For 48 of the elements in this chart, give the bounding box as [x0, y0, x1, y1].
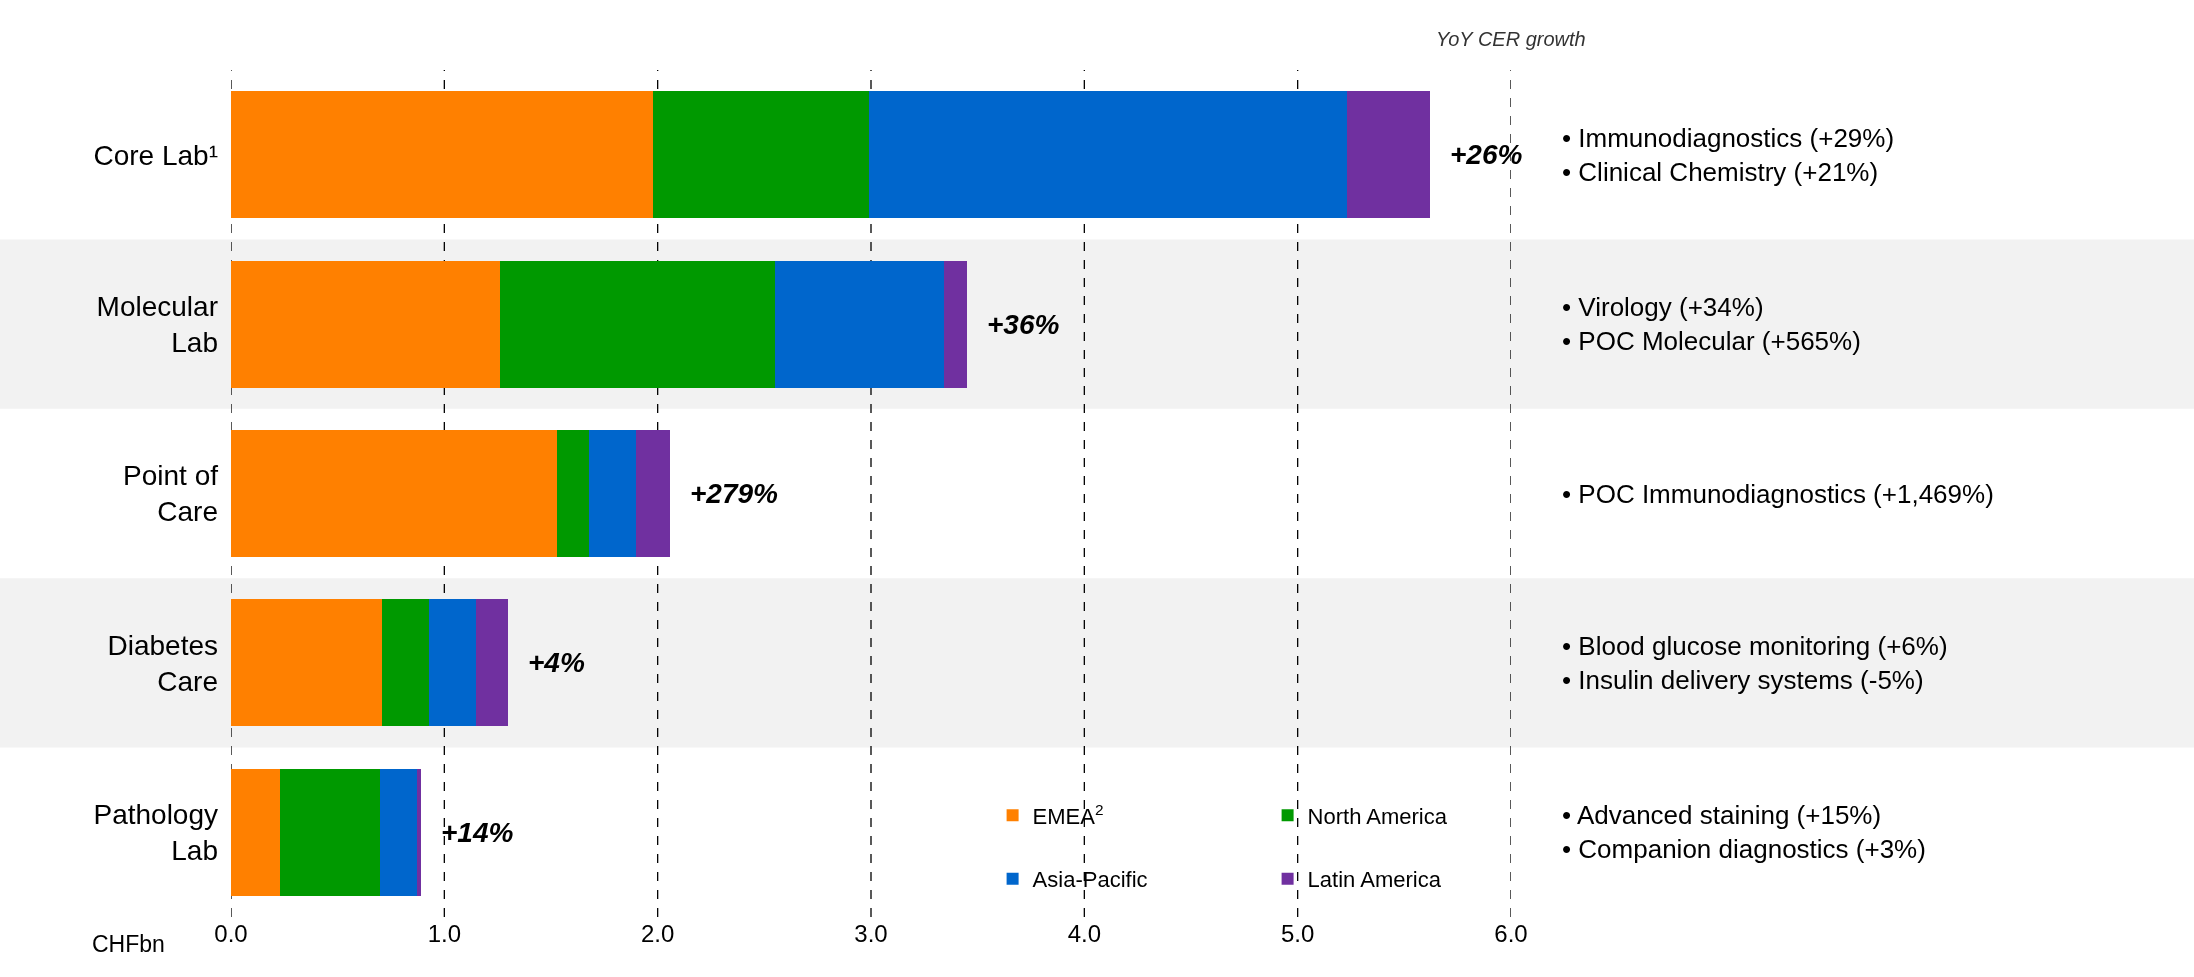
y-tick-label: Diabetes Care	[107, 629, 218, 697]
x-axis-title: CHFbn	[92, 931, 165, 957]
bar	[557, 429, 590, 558]
x-tick-label: 3.0	[854, 920, 888, 947]
x-tick-label: 0.0	[214, 920, 248, 947]
text: • Immunodiagnostics (+29%) • Clinical Chemistry (+21%)	[1562, 123, 1895, 187]
text: • Blood glucose monitoring (+6%) • Insulin delivery systems (-5%)	[1562, 631, 1948, 695]
bar	[653, 91, 869, 219]
bar	[476, 599, 509, 727]
bar	[499, 260, 775, 388]
text: • Advanced staining (+15%) • Companion diagnostics (+3%)	[1562, 800, 1926, 864]
x-tick-label: 2.0	[640, 920, 675, 947]
bar	[280, 768, 381, 896]
bar	[416, 768, 421, 896]
y-tick-label: Molecular Lab	[96, 290, 218, 359]
bar	[231, 768, 281, 896]
text: • Virology (+34%) • POC Molecular (+565%)	[1562, 292, 1861, 356]
bar	[429, 599, 477, 727]
legend-label: Latin America	[1307, 867, 1442, 893]
bar	[380, 768, 417, 896]
bar	[589, 429, 637, 558]
bar	[231, 91, 654, 219]
x-tick-label: 6.0	[1494, 920, 1528, 947]
annotation: +4%	[528, 647, 585, 678]
bar	[382, 599, 430, 727]
x-tick-label: 5.0	[1280, 920, 1315, 947]
bar	[231, 599, 383, 727]
annotation: +26%	[1450, 139, 1523, 170]
x-tick-label: 4.0	[1067, 920, 1102, 947]
bar	[1346, 91, 1430, 219]
text: YoY CER growth	[1436, 28, 1586, 50]
bar	[868, 91, 1347, 219]
y-tick-label: Point of Care	[123, 460, 219, 528]
legend-label: EMEA$^{2}$	[1032, 800, 1104, 829]
bar	[943, 260, 967, 388]
bar	[636, 429, 671, 558]
legend-label: North America	[1307, 803, 1448, 829]
bar	[775, 260, 944, 388]
bar	[231, 260, 500, 388]
bar	[231, 429, 558, 558]
annotation: +279%	[690, 478, 779, 509]
y-tick-label: Pathology Lab	[93, 798, 218, 867]
annotation: +36%	[987, 309, 1060, 340]
text: • POC Immunodiagnostics (+1,469%)	[1562, 479, 1994, 509]
legend-label: Asia-Pacific	[1032, 867, 1148, 893]
annotation: +14%	[441, 817, 514, 848]
y-tick-label: Core Lab¹	[93, 139, 218, 171]
x-tick-label: 1.0	[427, 920, 462, 947]
